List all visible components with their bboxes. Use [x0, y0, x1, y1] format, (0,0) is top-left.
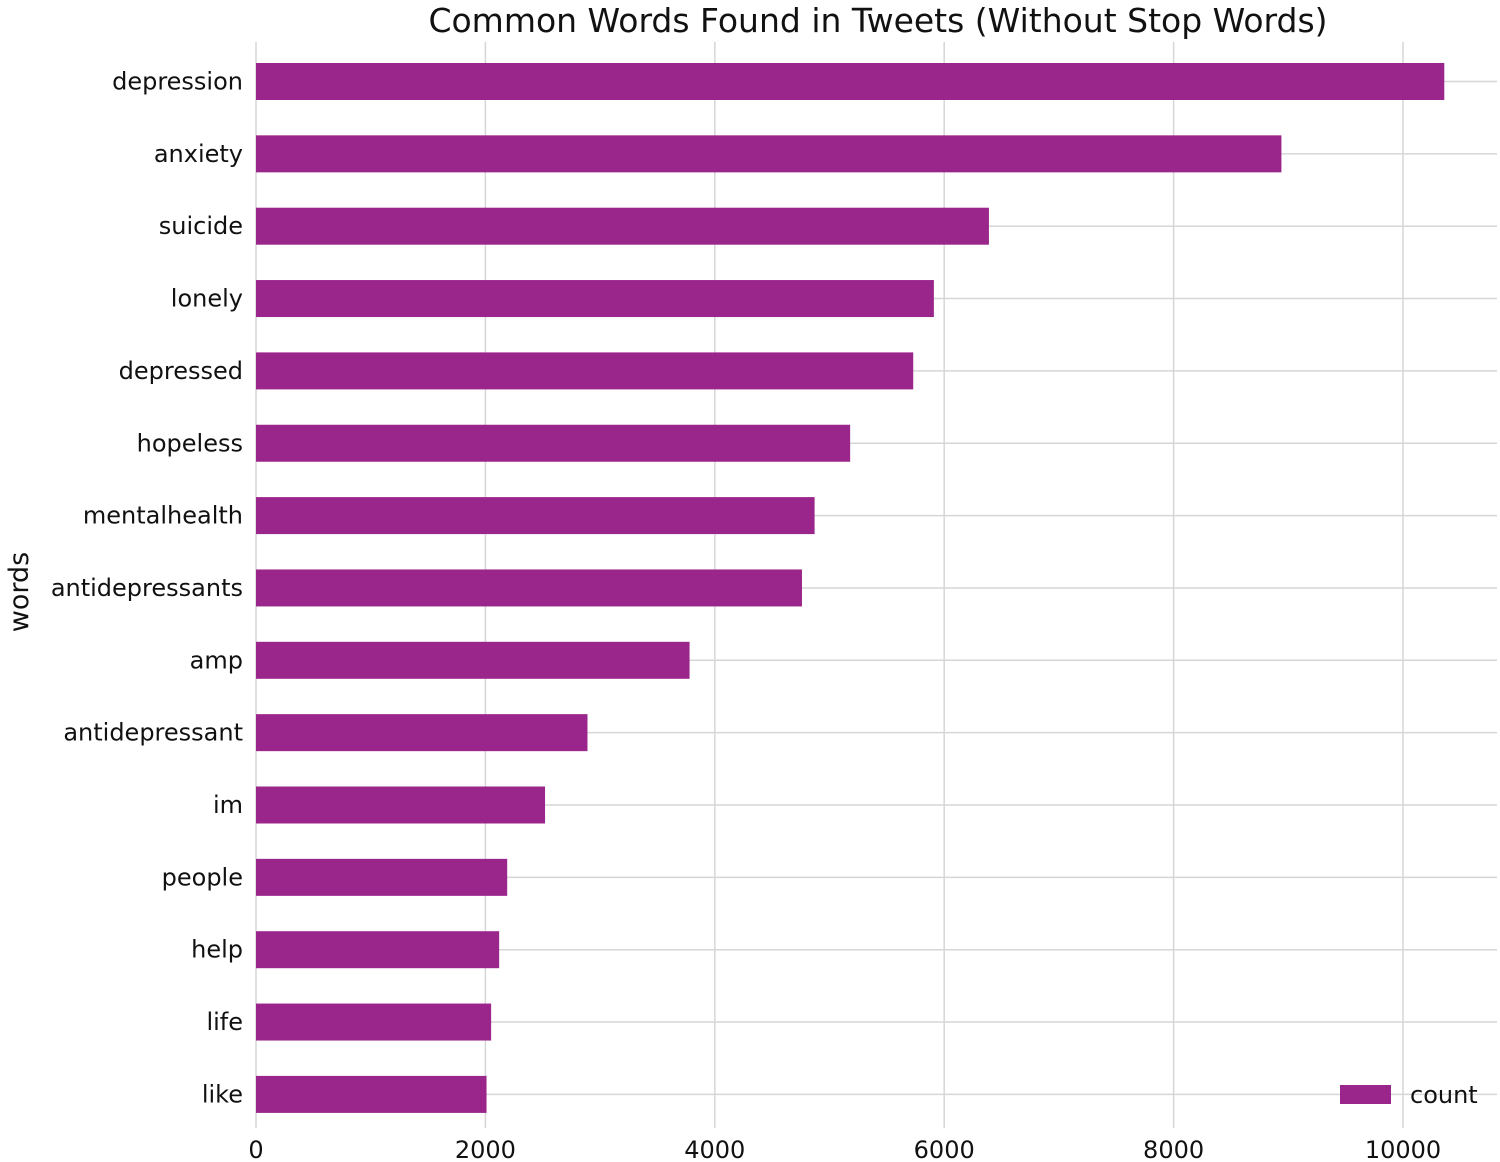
category-label: mentalhealth [83, 502, 243, 530]
category-label: hopeless [137, 429, 243, 457]
category-label: amp [190, 646, 243, 674]
category-label: im [213, 791, 243, 819]
legend-swatch [1340, 1085, 1391, 1104]
bar-amp [256, 641, 690, 679]
x-tick-label: 6000 [914, 1136, 975, 1162]
category-label: life [206, 1008, 243, 1036]
category-label: depressed [119, 357, 243, 385]
bar-hopeless [256, 424, 851, 462]
category-labels: depression anxiety suicide lonely depressed h… [51, 68, 243, 1109]
category-label: depression [112, 68, 243, 96]
x-tick-label: 2000 [455, 1136, 516, 1162]
bar-life [256, 1003, 492, 1041]
bar-antidepressants [256, 569, 802, 607]
category-label: help [191, 936, 243, 964]
x-tick-label: 0 [248, 1136, 263, 1162]
x-tick-label: 4000 [684, 1136, 745, 1162]
category-label: anxiety [154, 140, 243, 168]
bars [256, 63, 1445, 1113]
bar-depressed [256, 352, 914, 390]
bar-help [256, 931, 500, 969]
bar-people [256, 858, 508, 896]
bar-im [256, 786, 546, 824]
x-tick-label: 10000 [1365, 1136, 1441, 1162]
category-label: antidepressants [51, 574, 243, 602]
legend: count [1340, 1081, 1478, 1109]
bar-suicide [256, 207, 989, 245]
bar-antidepressant [256, 714, 588, 752]
x-tick-label: 8000 [1143, 1136, 1204, 1162]
category-label: antidepressant [63, 719, 243, 747]
category-label: like [202, 1080, 243, 1108]
chart-title: Common Words Found in Tweets (Without St… [428, 1, 1327, 40]
bar-lonely [256, 280, 934, 318]
y-axis-label: words [4, 552, 35, 632]
bar-mentalhealth [256, 497, 815, 535]
bar-depression [256, 63, 1445, 100]
legend-label: count [1410, 1081, 1478, 1109]
category-label: suicide [159, 212, 243, 240]
category-label: people [162, 863, 243, 891]
bar-anxiety [256, 135, 1282, 173]
x-tick-labels: 0 2000 4000 6000 8000 10000 [248, 1136, 1441, 1162]
category-label: lonely [171, 285, 243, 313]
bar-like [256, 1075, 487, 1113]
